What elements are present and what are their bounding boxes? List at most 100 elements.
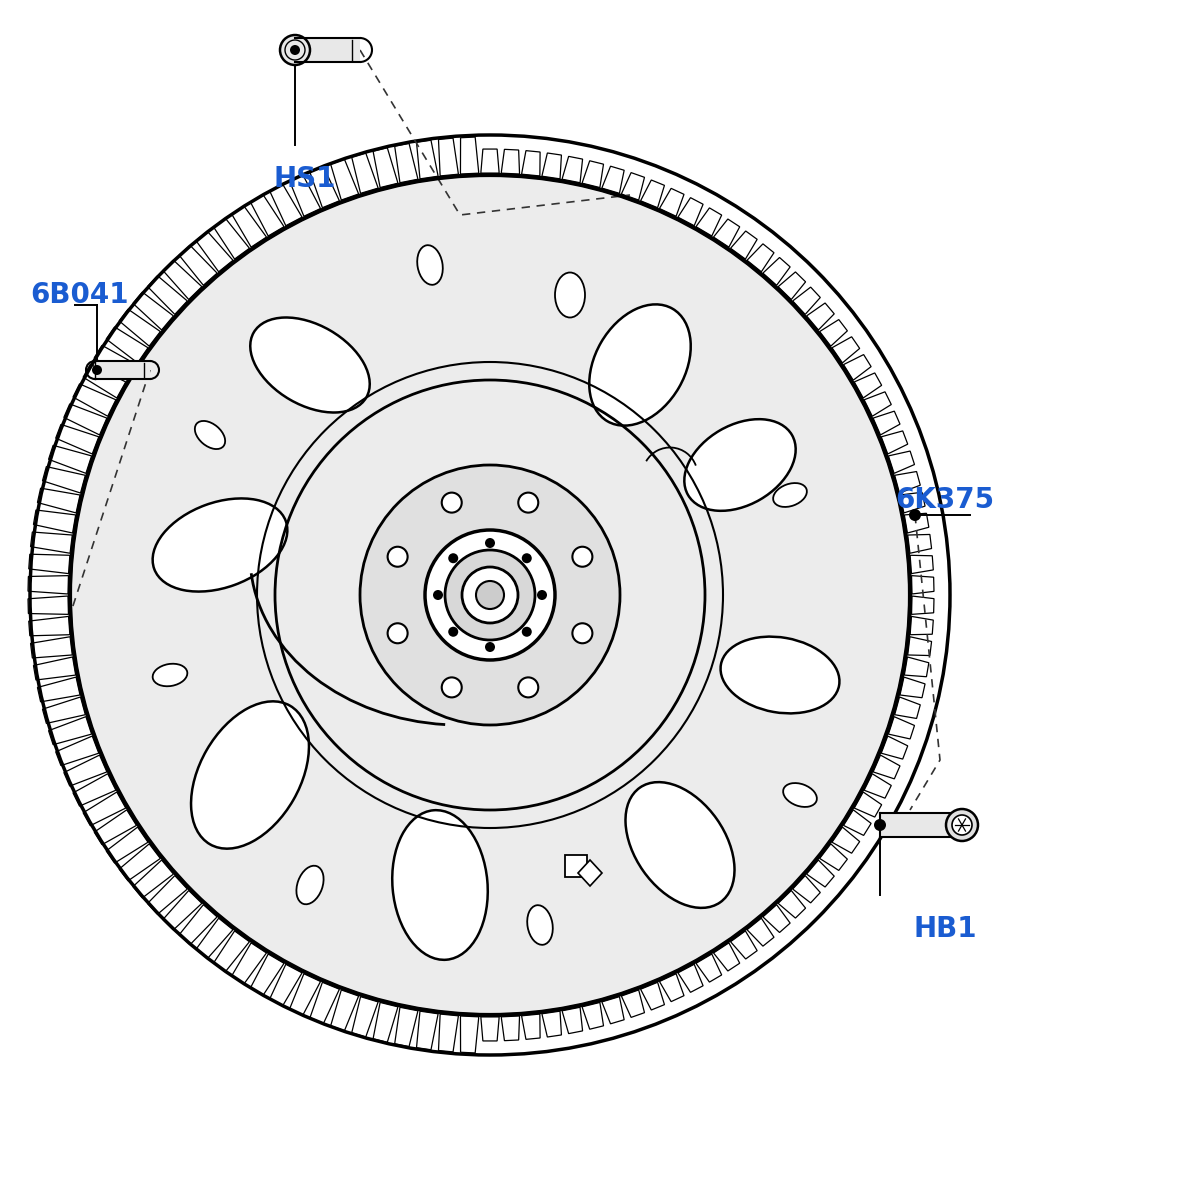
Polygon shape xyxy=(34,510,76,533)
Polygon shape xyxy=(602,166,624,193)
Circle shape xyxy=(476,581,504,608)
Polygon shape xyxy=(133,860,174,898)
Polygon shape xyxy=(352,152,378,193)
Polygon shape xyxy=(763,258,790,286)
Polygon shape xyxy=(562,156,582,182)
Polygon shape xyxy=(64,404,107,434)
Text: 6B041: 6B041 xyxy=(30,281,128,308)
Polygon shape xyxy=(907,534,931,553)
Polygon shape xyxy=(34,656,76,680)
Text: scuderia: scuderia xyxy=(276,539,583,601)
Polygon shape xyxy=(416,140,438,179)
Bar xyxy=(808,470,840,502)
Polygon shape xyxy=(251,954,284,995)
Bar xyxy=(680,598,712,630)
Polygon shape xyxy=(251,194,284,236)
Ellipse shape xyxy=(392,810,487,960)
Polygon shape xyxy=(793,287,821,314)
Bar xyxy=(840,566,872,598)
Ellipse shape xyxy=(625,782,734,908)
Ellipse shape xyxy=(554,272,586,318)
Polygon shape xyxy=(395,1007,418,1046)
Polygon shape xyxy=(912,596,934,614)
Polygon shape xyxy=(373,148,398,187)
Polygon shape xyxy=(542,1012,562,1037)
Polygon shape xyxy=(30,637,72,658)
Polygon shape xyxy=(907,637,931,655)
Polygon shape xyxy=(806,304,834,330)
Polygon shape xyxy=(83,792,126,826)
Polygon shape xyxy=(900,677,925,697)
Circle shape xyxy=(538,590,547,600)
Polygon shape xyxy=(905,514,929,533)
Polygon shape xyxy=(83,365,126,398)
Polygon shape xyxy=(582,161,604,187)
Circle shape xyxy=(518,493,539,512)
Polygon shape xyxy=(622,990,644,1018)
Circle shape xyxy=(952,815,972,835)
Circle shape xyxy=(280,35,310,65)
Polygon shape xyxy=(714,943,739,971)
Polygon shape xyxy=(48,445,91,473)
Bar xyxy=(776,630,808,662)
Circle shape xyxy=(572,623,593,643)
Polygon shape xyxy=(133,292,174,330)
Ellipse shape xyxy=(684,419,796,511)
Polygon shape xyxy=(910,617,934,635)
Polygon shape xyxy=(48,716,91,745)
Polygon shape xyxy=(95,346,137,380)
Polygon shape xyxy=(905,656,929,677)
Polygon shape xyxy=(148,276,187,314)
Polygon shape xyxy=(289,973,320,1015)
Polygon shape xyxy=(416,1012,438,1050)
Polygon shape xyxy=(119,844,161,881)
Polygon shape xyxy=(214,218,250,259)
Text: HB1: HB1 xyxy=(913,914,977,943)
Ellipse shape xyxy=(152,664,187,686)
Ellipse shape xyxy=(251,318,370,413)
Circle shape xyxy=(433,590,443,600)
Polygon shape xyxy=(912,576,934,594)
Polygon shape xyxy=(881,431,907,454)
Polygon shape xyxy=(42,697,85,724)
Circle shape xyxy=(572,547,593,566)
Polygon shape xyxy=(461,1016,479,1052)
Polygon shape xyxy=(895,697,920,719)
Polygon shape xyxy=(864,774,892,798)
Circle shape xyxy=(442,493,462,512)
Polygon shape xyxy=(641,983,665,1010)
Polygon shape xyxy=(73,384,116,416)
Polygon shape xyxy=(331,990,359,1031)
Circle shape xyxy=(388,623,408,643)
Polygon shape xyxy=(582,1002,604,1030)
Polygon shape xyxy=(28,576,68,594)
Polygon shape xyxy=(696,208,721,236)
Polygon shape xyxy=(310,167,340,208)
Ellipse shape xyxy=(191,701,308,848)
Polygon shape xyxy=(73,774,116,806)
Polygon shape xyxy=(481,149,499,173)
Polygon shape xyxy=(678,965,703,992)
Polygon shape xyxy=(395,144,418,182)
Polygon shape xyxy=(874,412,900,434)
Circle shape xyxy=(70,175,910,1015)
Polygon shape xyxy=(438,1014,458,1052)
Polygon shape xyxy=(542,152,562,179)
Polygon shape xyxy=(270,185,302,226)
Bar xyxy=(840,502,872,534)
Polygon shape xyxy=(107,827,148,863)
Polygon shape xyxy=(29,554,70,574)
Polygon shape xyxy=(310,983,340,1024)
Polygon shape xyxy=(714,220,739,247)
Polygon shape xyxy=(731,232,757,259)
Polygon shape xyxy=(196,918,233,959)
Polygon shape xyxy=(660,188,684,216)
Bar xyxy=(776,502,808,534)
Polygon shape xyxy=(163,260,202,300)
Circle shape xyxy=(522,553,532,563)
Bar xyxy=(840,630,872,662)
Polygon shape xyxy=(602,997,624,1024)
Polygon shape xyxy=(119,310,161,346)
Polygon shape xyxy=(696,954,721,982)
Polygon shape xyxy=(864,392,892,416)
